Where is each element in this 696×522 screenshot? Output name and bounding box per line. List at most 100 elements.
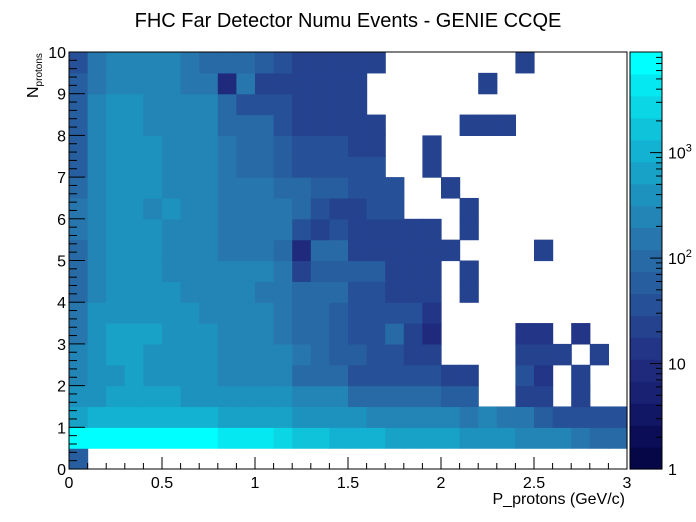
heatmap-cell (180, 114, 200, 136)
heatmap-cell (162, 323, 182, 345)
heatmap-cell (366, 114, 386, 136)
heatmap-cell (366, 197, 386, 220)
colorbar-tick-label: 103 (668, 143, 692, 163)
heatmap-cell (124, 177, 144, 199)
heatmap-cell (385, 427, 405, 449)
heatmap-cell (329, 218, 349, 241)
heatmap-cell (273, 197, 293, 220)
heatmap-cell (366, 177, 386, 199)
heatmap-cell (236, 114, 256, 136)
heatmap-cell (348, 302, 368, 324)
heatmap-cell (515, 364, 535, 387)
heatmap-cell (199, 156, 219, 178)
heatmap-cell (199, 323, 219, 345)
heatmap-cell (180, 135, 200, 157)
heatmap-cell (422, 302, 442, 324)
heatmap-cell (273, 260, 293, 282)
heatmap-cell (515, 52, 535, 74)
heatmap-cell (348, 114, 368, 136)
heatmap-cell (236, 406, 256, 428)
heatmap-cell (422, 364, 442, 387)
heatmap-cell (422, 260, 442, 282)
heatmap-cell (255, 406, 275, 428)
heatmap-cell (534, 364, 554, 387)
heatmap-cell (87, 93, 107, 116)
heatmap-cell (199, 177, 219, 199)
heatmap-cell (273, 406, 293, 428)
heatmap-cell (310, 114, 330, 136)
heatmap-cell (385, 302, 405, 324)
heatmap-cell (143, 114, 163, 136)
heatmap-cell (366, 260, 386, 282)
heatmap-cell (366, 52, 386, 74)
heatmap-cell (310, 72, 330, 95)
heatmap-cell (329, 177, 349, 199)
heatmap-cell (329, 364, 349, 387)
heatmap-cell (87, 156, 107, 178)
heatmap-cell (329, 52, 349, 74)
heatmap-cell (403, 302, 423, 324)
heatmap-cell (69, 93, 89, 116)
heatmap-cell (571, 323, 591, 345)
colorbar-segment (630, 227, 662, 251)
heatmap-cell (106, 406, 126, 428)
heatmap-cell (385, 197, 405, 220)
heatmap-cell (403, 385, 423, 408)
heatmap-cell (366, 218, 386, 241)
heatmap-cell (69, 406, 89, 428)
axes: 0 0.5 1 1.5 2 2.5 3 0 1 2 3 4 5 6 7 8 9 10 (48, 45, 631, 492)
heatmap-cell (143, 260, 163, 282)
heatmap-cell (124, 406, 144, 428)
heatmap-cell (534, 323, 554, 345)
heatmap-cell (124, 72, 144, 95)
heatmap-cell (143, 364, 163, 387)
heatmap-cell (366, 343, 386, 366)
heatmap-cell (310, 302, 330, 324)
heatmap-cell (255, 114, 275, 136)
heatmap-cell (87, 239, 107, 262)
heatmap-cell (571, 385, 591, 408)
heatmap-cell (589, 343, 609, 366)
heatmap-cell (273, 114, 293, 136)
heatmap-cell (106, 197, 126, 220)
heatmap-cell (69, 281, 89, 303)
heatmap-cell (329, 406, 349, 428)
heatmap-cell (180, 239, 200, 262)
heatmap-cell (366, 323, 386, 345)
heatmap-cell (87, 260, 107, 282)
heatmap-cell (273, 239, 293, 262)
heatmap-cell (292, 114, 312, 136)
heatmap-cell (106, 114, 126, 136)
heatmap-cell (143, 135, 163, 157)
heatmap-cell (552, 427, 572, 449)
heatmap-cell (348, 197, 368, 220)
heatmap-cell (69, 72, 89, 95)
heatmap-cell (199, 364, 219, 387)
heatmap-cell (292, 260, 312, 282)
heatmap-cell (310, 52, 330, 74)
heatmap-cell (496, 427, 516, 449)
heatmap-cell (180, 406, 200, 428)
y-axis-title-main: N (25, 86, 42, 98)
heatmap-cell (106, 343, 126, 366)
heatmap-cell (255, 93, 275, 116)
heatmap-cell (199, 114, 219, 136)
heatmap-cell (236, 177, 256, 199)
heatmap-cell (106, 260, 126, 282)
heatmap-cell (608, 406, 628, 428)
heatmap-cell (273, 302, 293, 324)
heatmap-cell (180, 72, 200, 95)
heatmap-cell (162, 93, 182, 116)
heatmap-cell (199, 135, 219, 157)
colorbar-segment (630, 205, 662, 229)
heatmap-cell (69, 218, 89, 241)
heatmap-cell (292, 364, 312, 387)
heatmap-cell (403, 260, 423, 282)
heatmap-cell (441, 177, 461, 199)
heatmap-cell (478, 72, 498, 95)
heatmap-cell (217, 427, 237, 449)
heatmap-cell (199, 281, 219, 303)
heatmap-cell (292, 218, 312, 241)
heatmap-cell (441, 364, 461, 387)
heatmap-cell (255, 385, 275, 408)
